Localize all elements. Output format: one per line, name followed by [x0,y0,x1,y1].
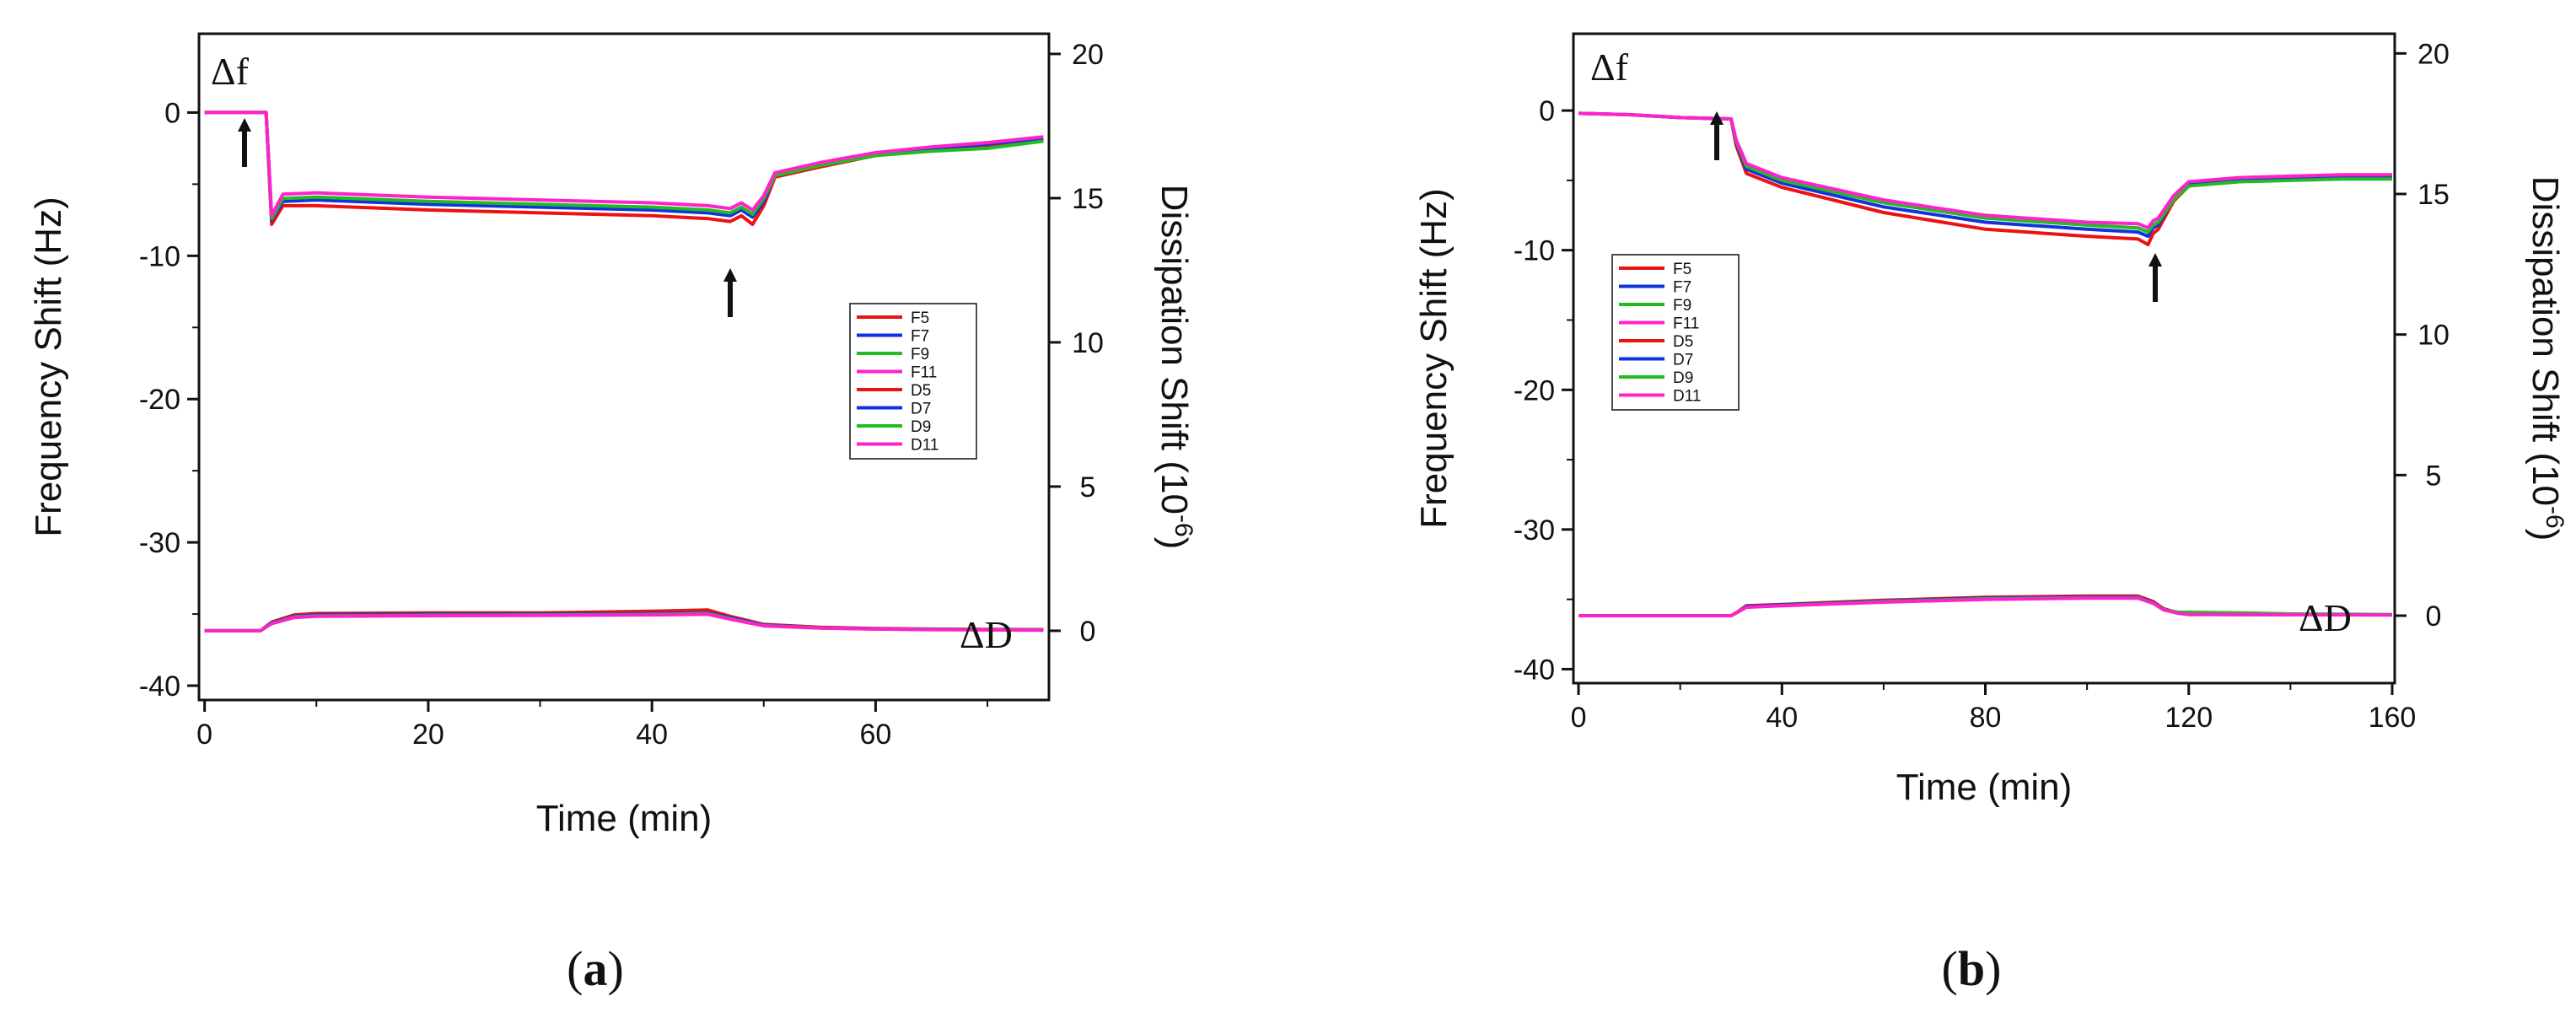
y-left-tick-label: -10 [139,240,180,272]
legend-label-d7: D7 [1673,352,1693,369]
y-left-tick-label: 0 [1539,95,1555,127]
series-line-f11 [1578,111,2392,230]
legend-label-f9: F9 [911,346,929,363]
x-tick-label: 20 [412,719,444,751]
injection-arrow-head [2148,253,2162,267]
y-left-tick-label: -20 [139,384,180,416]
series-line-f9 [204,110,1044,221]
y-right-axis-title-close: ) [1154,537,1195,550]
y-right-tick-label: 0 [1080,616,1096,648]
x-tick-label: 40 [1766,702,1798,734]
legend-label-f7: F7 [1673,279,1691,297]
delta-f-label: Δf [211,50,250,93]
legend-box [849,303,977,460]
panel-label-open: ( [567,941,583,996]
y-left-tick-label: -40 [139,670,180,703]
injection-arrow-head [723,268,737,282]
y-right-tick-label: 10 [2417,320,2450,352]
y-left-tick-label: -10 [1514,235,1555,267]
x-tick-label: 60 [860,719,892,751]
panel-label-close: ) [608,941,624,996]
legend-label-d5: D5 [911,382,931,400]
legend-label-d9: D9 [911,418,931,436]
series-line-f7 [204,110,1044,222]
injection-arrow-head [1710,111,1724,125]
y-right-tick-label: 0 [2426,600,2442,633]
x-tick-label: 40 [636,719,668,751]
plot-frame [197,32,1051,702]
y-right-tick-label: 20 [1072,39,1104,71]
y-left-tick-label: -20 [1514,374,1555,407]
legend-label-f11: F11 [911,364,937,382]
legend-box [1611,254,1740,411]
y-right-axis-title-sup: -6 [2541,506,2568,529]
injection-arrow-head [238,118,251,132]
y-right-axis-title: Dissipation Shift (10-6) [2525,176,2568,541]
panel-label-open: ( [1942,941,1958,996]
series-line-f11 [204,110,1044,218]
legend-label-f5: F5 [1673,261,1691,278]
legend-label-f5: F5 [911,310,929,327]
y-left-axis-title: Frequency Shift (Hz) [28,197,69,536]
y-right-axis-title-text: Dissipation Shift (10 [1154,185,1195,514]
legend-label-f11: F11 [1673,315,1699,333]
x-tick-label: 0 [196,719,212,751]
y-right-axis-title-close: ) [2525,529,2566,541]
y-right-tick-label: 20 [2417,38,2450,70]
y-right-tick-label: 5 [2426,460,2442,492]
legend-label-d9: D9 [1673,369,1693,387]
legend-label-f7: F7 [911,328,929,346]
y-right-tick-label: 5 [1080,471,1096,503]
panel-label-close: ) [1985,941,2001,996]
legend-label-d11: D11 [1673,388,1701,406]
chart-panel-b: 0 40 80 120 160 0 -10 -20 -30 -40 20 15 10 5 0 Time (mi… [1413,32,2568,996]
delta-d-label: ΔD [2299,596,2352,639]
legend-label-f9: F9 [1673,297,1691,315]
legend-label-d7: D7 [911,401,931,418]
series-line-d11 [204,612,1044,633]
delta-d-label: ΔD [960,613,1013,656]
y-left-tick-label: -30 [1514,514,1555,546]
y-left-axis-title: Frequency Shift (Hz) [1413,188,1455,528]
panel-label: (b) [1942,941,2002,996]
series-line-d11 [1578,596,2393,617]
x-tick-label: 120 [2165,702,2213,734]
x-tick-label: 160 [2369,702,2417,734]
panel-label: (a) [567,941,624,996]
panel-label-letter: b [1958,941,1985,996]
x-tick-label: 80 [1970,702,2002,734]
x-axis-title: Time (min) [536,798,713,839]
chart-panel-a: 0 20 40 60 0 -10 -20 -30 -40 20 15 10 5 0 Time (min) Fr… [28,32,1197,996]
legend-label-d5: D5 [1673,333,1693,351]
y-right-tick-label: 15 [1072,183,1104,215]
y-right-axis-title: Dissipation Shift (10-6) [1154,185,1197,550]
x-axis-title: Time (min) [1896,767,2073,808]
y-right-tick-label: 10 [1072,327,1104,359]
delta-f-label: Δf [1590,46,1629,89]
y-right-axis-title-sup: -6 [1170,514,1197,537]
y-left-tick-label: -40 [1514,654,1555,686]
plot-frame [1572,32,2396,685]
legend-label-d11: D11 [911,437,938,455]
x-tick-label: 0 [1571,702,1587,734]
y-left-tick-label: 0 [164,97,180,129]
y-left-tick-label: -30 [139,527,180,559]
y-right-axis-title-text: Dissipation Shift (10 [2525,176,2566,506]
panel-label-letter: a [583,941,608,996]
y-right-tick-label: 15 [2417,179,2450,211]
